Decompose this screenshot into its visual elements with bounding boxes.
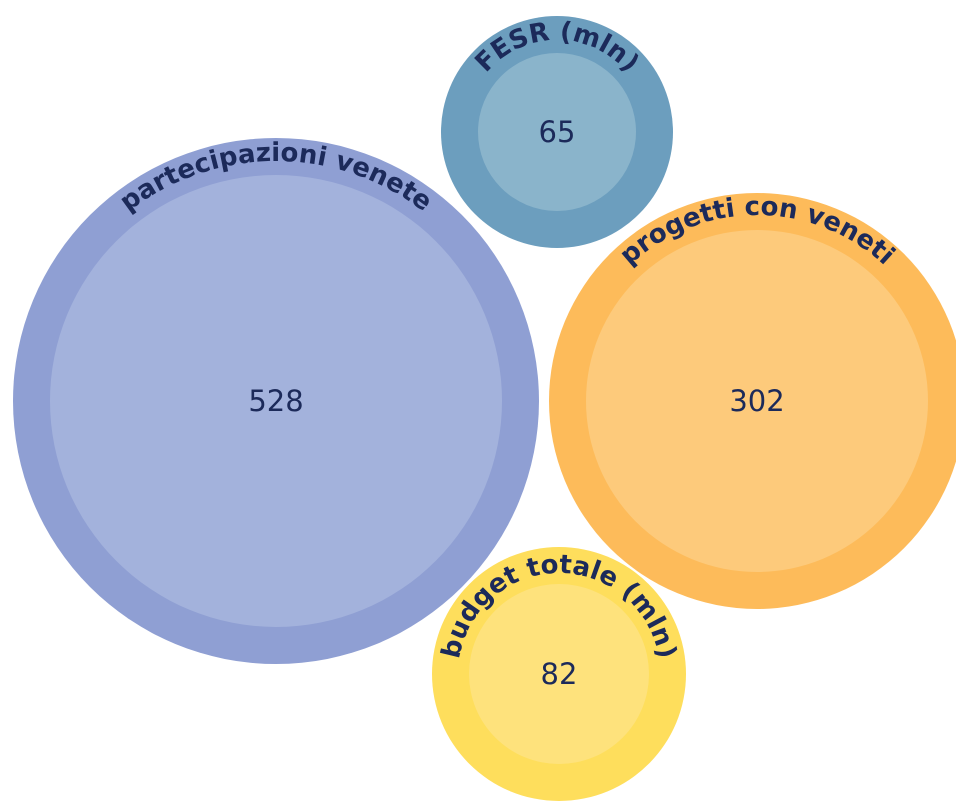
bubble-inner-circle [478,53,636,211]
bubble-inner-circle [586,230,928,572]
bubble-inner-circle [469,584,649,764]
bubble-value: 82 [541,657,578,691]
bubble-budget-totale-mln: budget totale (mln)82 [432,547,686,801]
bubble-value: 528 [248,384,303,418]
bubble-value: 302 [729,384,784,418]
bubble-inner-circle [50,175,502,627]
bubble-value: 65 [539,115,576,149]
bubble-fesr-mln: FESR (mln)65 [441,16,673,248]
